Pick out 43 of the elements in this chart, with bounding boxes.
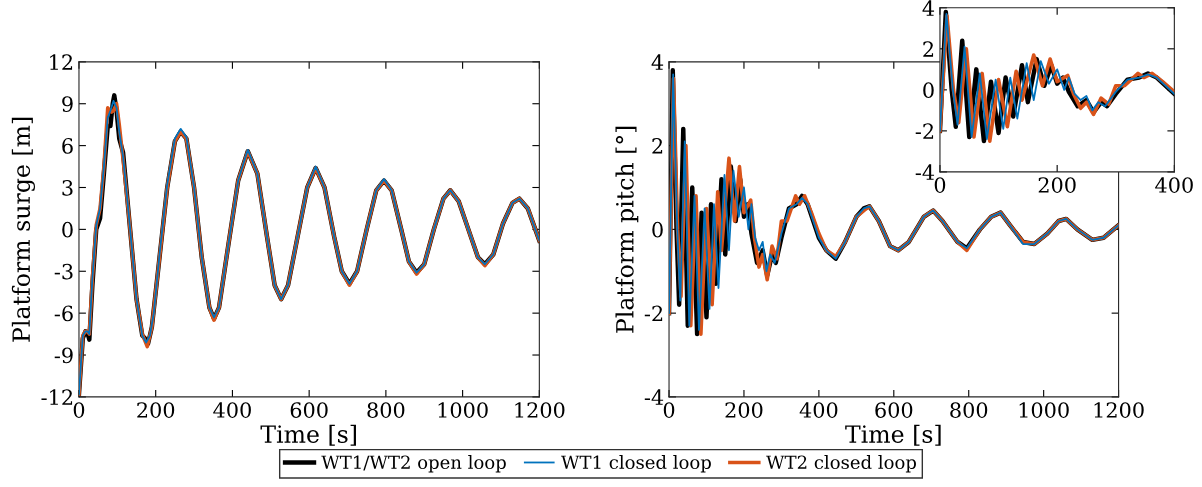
x-tick-label: 400: [1155, 177, 1193, 193]
y-tick-label: -4: [644, 389, 664, 405]
x-tick-label: 600: [290, 402, 328, 418]
x-tick-label: 1200: [1094, 402, 1144, 418]
x-tick-label: 200: [725, 402, 763, 418]
y-tick-label: 2: [652, 138, 663, 154]
y-tick-label: -6: [54, 305, 73, 322]
legend-label: WT1/WT2 open loop: [321, 455, 506, 473]
x-axis-title: Time [s]: [260, 424, 356, 446]
y-axis-title: Platform surge [m]: [11, 117, 35, 342]
x-tick-label: 400: [799, 402, 838, 418]
y-tick-label: -9: [54, 347, 73, 364]
y-axis-title: Platform pitch [°]: [615, 126, 639, 333]
y-tick-label: -12: [41, 389, 73, 405]
y-tick-label: -3: [54, 263, 73, 280]
x-tick-label: 1000: [438, 402, 488, 418]
y-tick-label: 0: [923, 82, 934, 99]
y-tick-label: 3: [62, 179, 73, 196]
y-tick-label: 4: [651, 54, 664, 70]
y-tick-label: 2: [923, 41, 934, 57]
y-tick-label: -2: [644, 305, 663, 322]
x-tick-label: 0: [73, 402, 85, 418]
y-tick-label: -4: [915, 164, 935, 180]
x-axis-title: Time [s]: [845, 424, 941, 446]
legend-label: WT1 closed loop: [561, 455, 711, 473]
x-tick-label: 400: [213, 402, 251, 418]
y-tick-label: 9: [62, 96, 73, 112]
x-tick-label: 800: [367, 402, 405, 418]
x-tick-label: 800: [950, 402, 988, 418]
x-tick-label: 200: [137, 402, 175, 418]
y-tick-label: 6: [62, 138, 73, 154]
y-tick-label: 0: [652, 221, 663, 238]
y-tick-label: 4: [922, 0, 935, 16]
x-tick-label: 200: [1038, 177, 1076, 193]
x-tick-label: 600: [875, 402, 913, 418]
x-tick-label: 0: [663, 402, 675, 418]
x-tick-label: 1200: [515, 402, 565, 418]
y-tick-label: 12: [50, 54, 73, 70]
y-tick-label: 0: [62, 221, 73, 238]
x-tick-label: 1000: [1019, 402, 1069, 418]
y-tick-label: -2: [915, 123, 934, 139]
x-tick-label: 0: [934, 177, 946, 193]
legend-label: WT2 closed loop: [766, 455, 916, 473]
